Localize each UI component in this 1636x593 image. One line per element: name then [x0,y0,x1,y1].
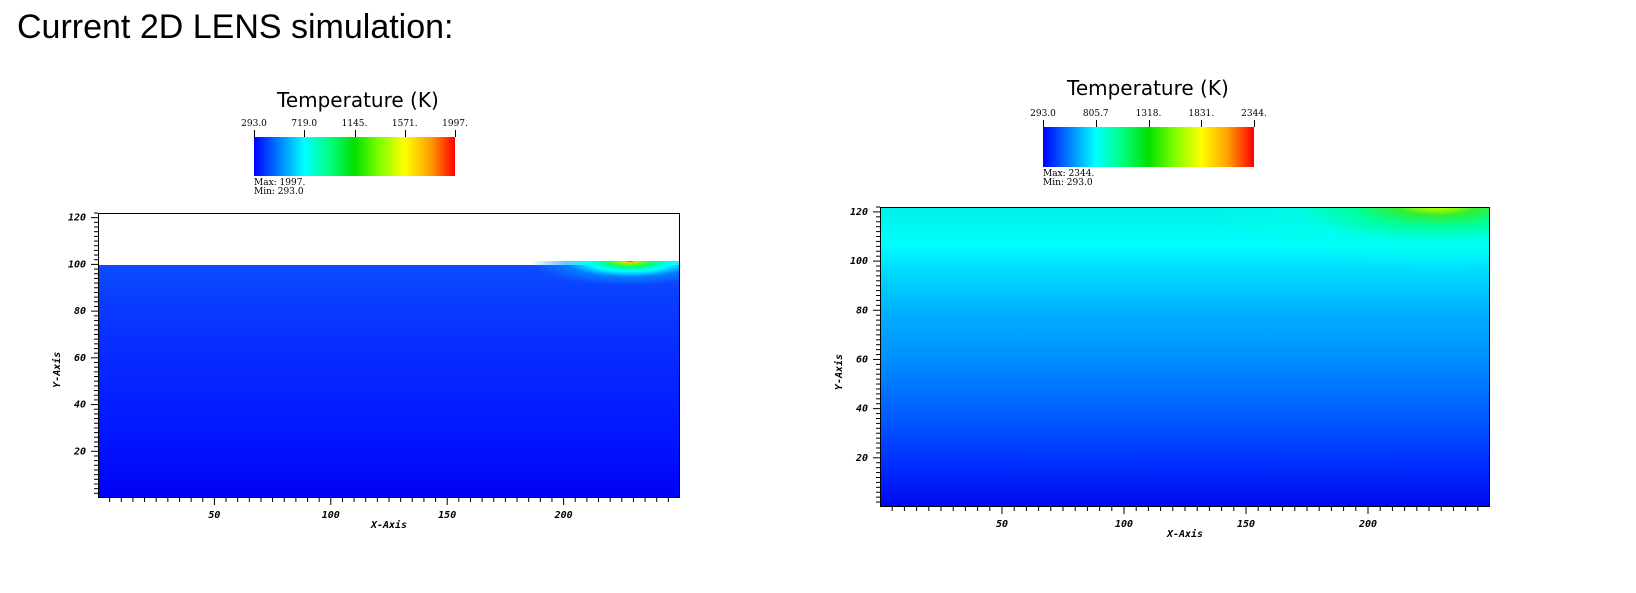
y-axis-label: Y-Axis [51,352,63,388]
colorbar-max-label: Max: 2344. [1043,169,1095,179]
y-tick-label: 120 [68,213,86,224]
colorbar-tick-label: 805.7 [1082,109,1109,119]
melt-pool-hot-spot [489,261,679,332]
y-tick-label: 100 [68,259,86,270]
colorbar-tick-label: 1831. [1188,109,1215,119]
y-tick-label: 40 [856,404,868,415]
x-tick-label: 100 [1115,519,1133,530]
y-tick-label: 20 [73,446,86,457]
colorbar-tick-label: 1997. [442,119,468,129]
slide-title: Current 2D LENS simulation: [17,8,454,46]
x-tick-label: 150 [1237,519,1255,530]
y-axis-label: Y-Axis [833,354,845,390]
colorbar-tick-label: 293.0 [241,119,267,129]
plot-area [880,207,1490,507]
colorbar-tick-label: 1571. [391,119,418,129]
y-tick-label: 60 [74,353,86,364]
x-axis-label: X-Axis [1166,528,1203,540]
x-tick-label: 150 [438,510,456,521]
colorbar-tick [254,130,255,137]
heatmap-panel-left: Temperature (K) 293.0 719.0 1145. 1571. … [0,0,800,593]
melt-pool-hot-spot [1110,208,1489,344]
colorbar-tick-label: 2344. [1241,109,1267,119]
legend-title: Temperature (K) [1067,76,1229,100]
x-tick-label: 200 [554,510,573,521]
x-tick-label: 50 [208,510,220,521]
legend-title: Temperature (K) [277,88,439,112]
empty-region [99,214,679,266]
colorbar-tick [1254,120,1255,127]
axes: X-Axis Y-Axis 50 100 150 200 20 40 60 80 100 120 [51,212,669,531]
colorbar-tick-label: 719.0 [291,119,318,129]
y-tick-label: 100 [850,256,868,267]
colorbar [1043,127,1254,167]
colorbar-tick-label: 1318. [1135,109,1162,119]
y-tick-label: 80 [856,305,868,316]
colorbar-tick [455,130,456,137]
y-tick-label: 60 [856,354,868,365]
colorbar-tick [1201,120,1203,127]
colorbar-tick-label: 1145. [341,119,368,129]
colorbar-min-label: Min: 293.0 [254,187,304,197]
plot-area [98,213,680,498]
x-tick-label: 200 [1358,519,1377,530]
y-tick-label: 80 [74,306,86,317]
x-tick-label: 100 [322,510,340,521]
y-tick-label: 40 [74,400,86,411]
colorbar-tick [1043,120,1044,127]
colorbar-tick [1148,120,1150,127]
y-tick-label: 20 [855,453,868,464]
colorbar-min-label: Min: 293.0 [1043,178,1093,188]
colorbar-tick [1095,120,1097,127]
colorbar [254,137,455,176]
x-axis-label: X-Axis [370,519,407,531]
colorbar-tick [304,130,306,137]
colorbar-tick [404,130,406,137]
colorbar-tick [354,130,356,137]
colorbar-tick-label: 293.0 [1030,109,1056,119]
y-tick-label: 120 [850,207,868,218]
colorbar-max-label: Max: 1997. [254,178,306,188]
x-tick-label: 50 [996,519,1008,530]
